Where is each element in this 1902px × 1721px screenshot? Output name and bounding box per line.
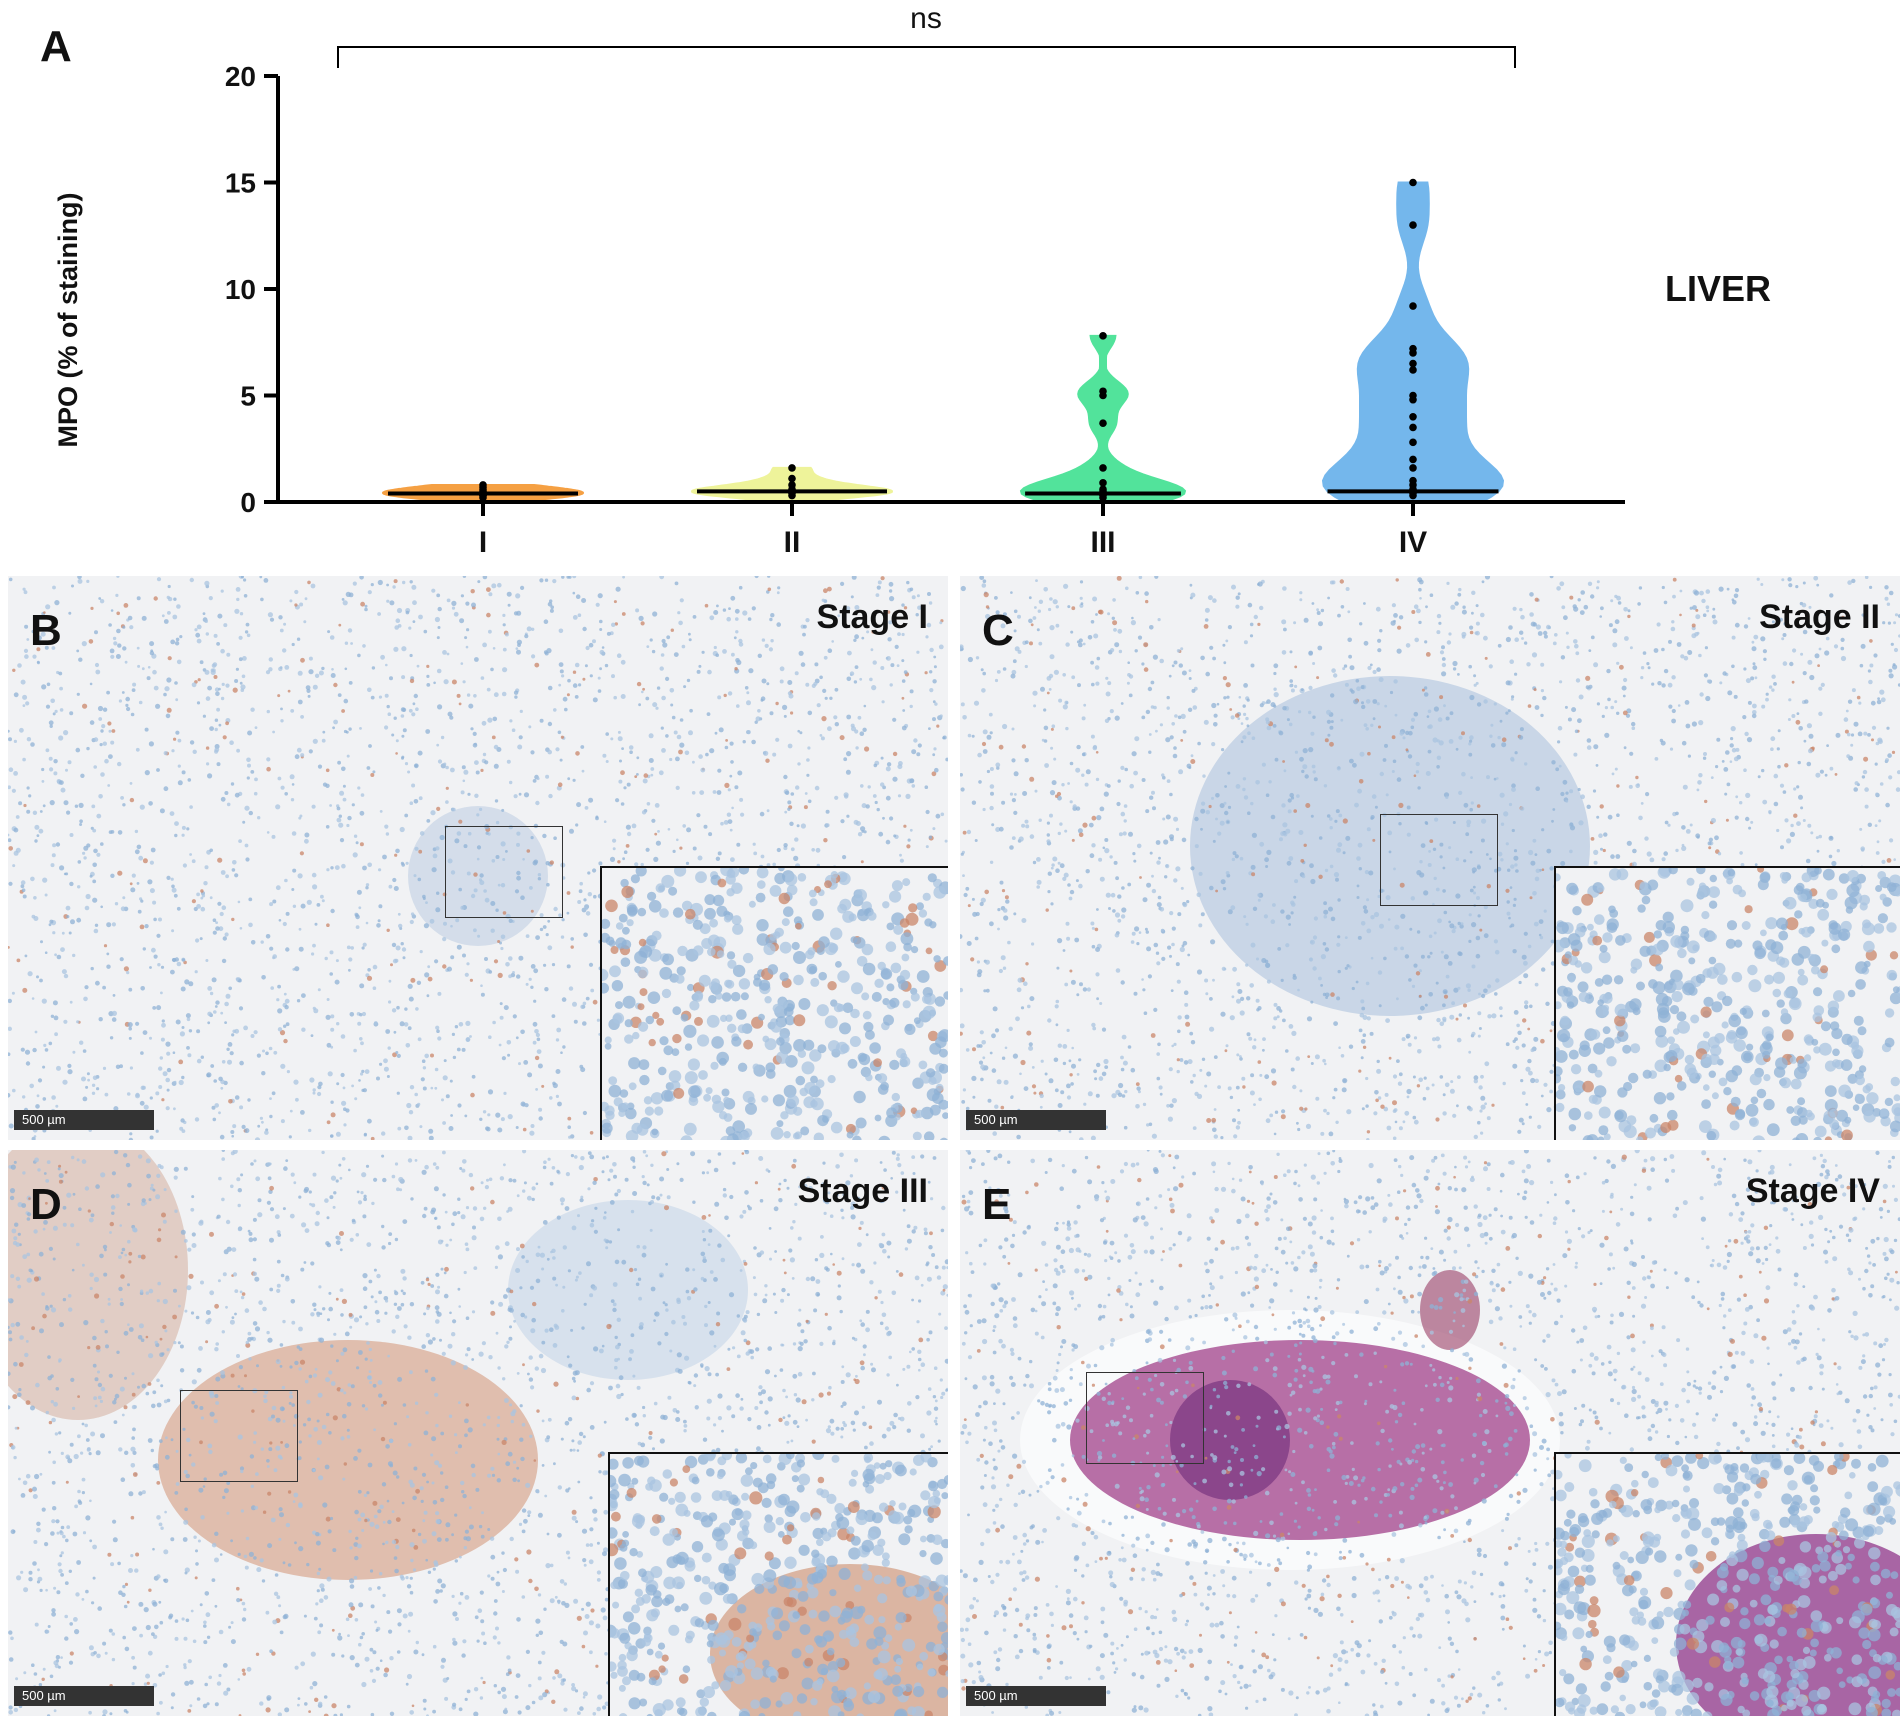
magnified-inset <box>1554 866 1900 1140</box>
magnified-inset <box>608 1452 948 1716</box>
micrograph-stage-2: C Stage II 500 µm <box>960 576 1900 1140</box>
violin-IV <box>1321 181 1505 503</box>
stage-label: Stage I <box>816 598 928 636</box>
y-tick-label: 0 <box>240 487 256 518</box>
y-tick-label: 20 <box>225 61 256 92</box>
data-point-IV-8 <box>1409 395 1417 404</box>
data-point-IV-10 <box>1409 423 1417 432</box>
scale-bar: 500 µm <box>966 1686 1106 1706</box>
data-point-IV-9 <box>1409 413 1417 421</box>
micrograph-stage-3: D Stage III 500 µm <box>8 1150 948 1716</box>
organ-label: LIVER <box>1665 268 1772 309</box>
tissue-texture <box>960 576 1900 1140</box>
micrograph-stage-4: E Stage IV 500 µm <box>960 1150 1900 1716</box>
inset-texture <box>1556 868 1900 1140</box>
region-of-interest-box <box>1086 1372 1204 1464</box>
y-tick-label: 15 <box>225 168 256 199</box>
y-tick-label: 10 <box>225 274 256 305</box>
violin-III <box>1019 334 1187 503</box>
x-tick-label-I: I <box>479 526 487 559</box>
micrograph-stage-1: B Stage I 500 µm <box>8 576 948 1140</box>
panel-letter-d: D <box>30 1180 62 1229</box>
y-tick-label: 5 <box>240 381 256 412</box>
data-point-III-11 <box>1099 493 1107 502</box>
x-tick-label-III: III <box>1090 526 1115 559</box>
data-point-I-10 <box>479 493 487 502</box>
region-of-interest-box <box>180 1390 298 1482</box>
data-point-III-5 <box>1099 479 1107 487</box>
inset-texture <box>1556 1454 1900 1716</box>
data-point-II-1 <box>788 474 796 483</box>
data-point-IV-1 <box>1409 221 1417 229</box>
data-point-IV-6 <box>1409 366 1417 374</box>
panel-letter-b: B <box>30 606 62 655</box>
scale-bar: 500 µm <box>966 1110 1106 1130</box>
data-point-IV-19 <box>1409 491 1417 500</box>
data-point-IV-2 <box>1409 302 1417 310</box>
inset-texture <box>602 868 948 1140</box>
panel-letter-a: A <box>40 22 72 71</box>
x-tick-label-IV: IV <box>1399 526 1427 559</box>
stage-label: Stage II <box>1759 598 1880 636</box>
data-point-II-0 <box>788 464 796 472</box>
significance-bracket <box>337 46 1516 68</box>
region-of-interest-box <box>445 826 563 918</box>
y-axis-label: MPO (% of staining) <box>53 192 83 448</box>
data-point-IV-4 <box>1409 349 1417 357</box>
data-point-III-2 <box>1099 391 1107 400</box>
stage-label: Stage IV <box>1745 1172 1880 1210</box>
significance-label: ns <box>910 2 942 35</box>
x-tick-label-II: II <box>784 526 801 559</box>
data-point-III-3 <box>1099 419 1107 427</box>
data-point-IV-13 <box>1409 464 1417 472</box>
data-point-IV-0 <box>1409 178 1417 187</box>
data-point-IV-11 <box>1409 438 1417 447</box>
panel-letter-c: C <box>982 606 1014 655</box>
scale-bar: 500 µm <box>14 1686 154 1706</box>
inset-texture <box>610 1454 948 1716</box>
data-point-IV-12 <box>1409 455 1417 464</box>
magnified-inset <box>1554 1452 1900 1716</box>
data-point-IV-5 <box>1409 359 1417 368</box>
data-point-III-0 <box>1099 332 1107 340</box>
magnified-inset <box>600 866 948 1140</box>
data-point-II-8 <box>788 491 796 500</box>
data-point-III-4 <box>1099 464 1107 472</box>
stage-label: Stage III <box>797 1172 928 1210</box>
panel-letter-e: E <box>982 1180 1012 1229</box>
region-of-interest-box <box>1380 814 1498 906</box>
scale-bar: 500 µm <box>14 1110 154 1130</box>
